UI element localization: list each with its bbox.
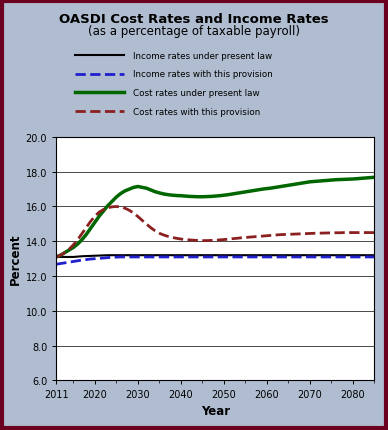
Y-axis label: Percent: Percent (9, 233, 22, 285)
Text: Cost rates under present law: Cost rates under present law (133, 88, 260, 97)
X-axis label: Year: Year (201, 404, 230, 417)
Text: Cost rates with this provision: Cost rates with this provision (133, 108, 260, 117)
Text: OASDI Cost Rates and Income Rates: OASDI Cost Rates and Income Rates (59, 13, 329, 26)
Text: (as a percentage of taxable payroll): (as a percentage of taxable payroll) (88, 25, 300, 38)
Text: Income rates with this provision: Income rates with this provision (133, 70, 273, 79)
Text: Income rates under present law: Income rates under present law (133, 52, 272, 61)
